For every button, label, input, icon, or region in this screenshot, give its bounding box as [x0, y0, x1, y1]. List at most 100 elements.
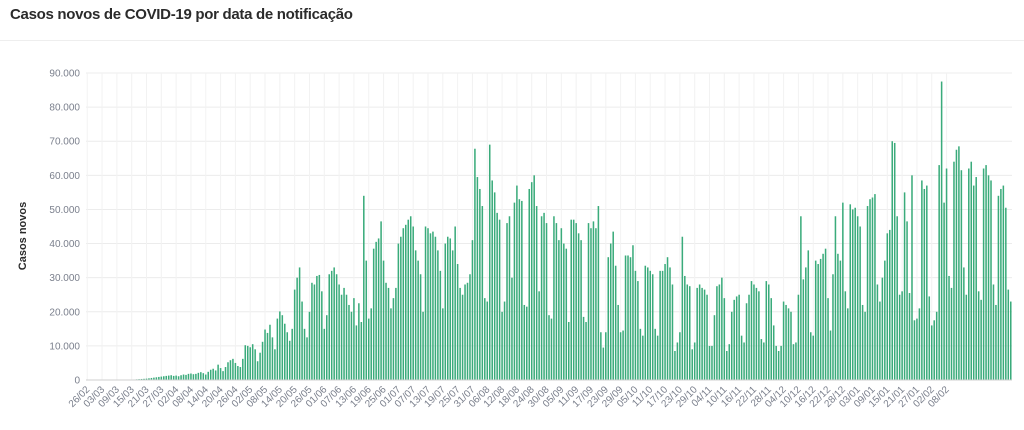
- bar[interactable]: [479, 188, 481, 380]
- bar[interactable]: [876, 284, 879, 380]
- bar[interactable]: [560, 228, 563, 380]
- bar[interactable]: [526, 306, 528, 380]
- bar[interactable]: [461, 294, 464, 380]
- bar[interactable]: [372, 248, 375, 380]
- bar[interactable]: [871, 197, 874, 380]
- bar[interactable]: [224, 367, 227, 380]
- bar[interactable]: [392, 298, 395, 380]
- bar[interactable]: [580, 240, 582, 380]
- bar[interactable]: [891, 141, 894, 380]
- bar[interactable]: [664, 264, 666, 380]
- bar[interactable]: [856, 216, 859, 380]
- bar[interactable]: [819, 258, 822, 380]
- bar[interactable]: [933, 320, 935, 380]
- bar[interactable]: [990, 180, 992, 380]
- bar[interactable]: [748, 294, 750, 380]
- bar[interactable]: [659, 270, 661, 380]
- bar[interactable]: [671, 284, 674, 380]
- bar[interactable]: [960, 170, 963, 380]
- bar[interactable]: [1009, 301, 1012, 380]
- bar[interactable]: [975, 177, 977, 380]
- bar[interactable]: [212, 368, 214, 380]
- bar[interactable]: [508, 216, 511, 380]
- bar[interactable]: [170, 375, 172, 380]
- bar[interactable]: [886, 233, 889, 380]
- bar[interactable]: [563, 243, 565, 380]
- bar[interactable]: [197, 372, 200, 380]
- bar[interactable]: [980, 299, 982, 380]
- bar[interactable]: [195, 373, 197, 380]
- bar[interactable]: [234, 362, 237, 380]
- bar[interactable]: [570, 219, 572, 380]
- bar[interactable]: [842, 202, 844, 380]
- bar[interactable]: [335, 274, 338, 380]
- bar[interactable]: [607, 257, 610, 380]
- bar[interactable]: [318, 274, 321, 380]
- bar[interactable]: [545, 223, 548, 380]
- bar[interactable]: [950, 287, 953, 380]
- bar[interactable]: [323, 328, 326, 380]
- bar[interactable]: [471, 240, 474, 380]
- bar[interactable]: [454, 226, 456, 381]
- bar[interactable]: [429, 233, 432, 380]
- bar[interactable]: [328, 274, 330, 380]
- bar[interactable]: [1000, 188, 1002, 380]
- bar[interactable]: [701, 287, 703, 380]
- bar[interactable]: [822, 253, 824, 380]
- bar[interactable]: [306, 337, 308, 380]
- bar[interactable]: [427, 228, 429, 380]
- bar[interactable]: [167, 375, 170, 380]
- bar[interactable]: [896, 216, 898, 380]
- bar[interactable]: [792, 344, 795, 380]
- bar[interactable]: [605, 332, 607, 380]
- bar[interactable]: [992, 284, 995, 380]
- bar[interactable]: [916, 318, 918, 380]
- bar[interactable]: [587, 223, 590, 380]
- bar[interactable]: [903, 192, 906, 380]
- bar[interactable]: [945, 168, 948, 380]
- bar[interactable]: [153, 377, 155, 380]
- bar[interactable]: [553, 216, 555, 380]
- bar[interactable]: [209, 369, 212, 380]
- bar[interactable]: [422, 311, 424, 380]
- bar[interactable]: [893, 142, 896, 380]
- bar[interactable]: [464, 284, 466, 380]
- bar[interactable]: [1007, 289, 1010, 380]
- bar[interactable]: [938, 165, 940, 380]
- bar[interactable]: [797, 294, 800, 380]
- bar[interactable]: [439, 270, 442, 380]
- bar[interactable]: [293, 289, 296, 380]
- bar[interactable]: [219, 368, 222, 380]
- bar[interactable]: [898, 294, 901, 380]
- bar[interactable]: [140, 378, 143, 380]
- bar[interactable]: [296, 277, 298, 380]
- bar[interactable]: [908, 293, 911, 380]
- bar[interactable]: [348, 304, 350, 380]
- bar[interactable]: [316, 275, 318, 380]
- bar[interactable]: [772, 325, 775, 380]
- bar[interactable]: [459, 287, 461, 380]
- bar[interactable]: [807, 250, 810, 380]
- bar[interactable]: [185, 374, 187, 380]
- bar[interactable]: [424, 226, 427, 381]
- bar[interactable]: [160, 376, 163, 380]
- bar[interactable]: [274, 349, 276, 380]
- bar[interactable]: [723, 298, 726, 380]
- bar[interactable]: [647, 267, 649, 380]
- bar[interactable]: [930, 325, 933, 380]
- bar[interactable]: [913, 320, 916, 380]
- bar[interactable]: [572, 219, 575, 380]
- bar[interactable]: [540, 216, 543, 380]
- bar[interactable]: [518, 199, 521, 380]
- bar[interactable]: [345, 294, 348, 380]
- bar[interactable]: [585, 322, 587, 380]
- bar[interactable]: [595, 228, 597, 380]
- bar[interactable]: [286, 332, 289, 380]
- bar[interactable]: [271, 337, 274, 380]
- bar[interactable]: [246, 345, 249, 380]
- bar[interactable]: [222, 371, 224, 380]
- bar[interactable]: [577, 233, 580, 380]
- bar[interactable]: [355, 325, 358, 380]
- bar[interactable]: [558, 240, 560, 380]
- bar[interactable]: [367, 318, 370, 380]
